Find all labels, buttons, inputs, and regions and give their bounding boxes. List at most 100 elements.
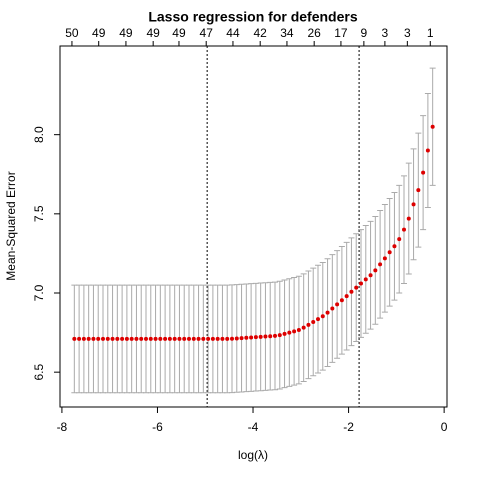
point — [301, 325, 306, 330]
point — [172, 336, 177, 341]
point — [201, 336, 206, 341]
point — [306, 322, 311, 327]
point — [249, 335, 254, 340]
point — [91, 336, 96, 341]
point — [425, 148, 430, 153]
point — [320, 314, 325, 319]
point — [115, 336, 120, 341]
top-tick-label: 47 — [200, 26, 214, 40]
point — [325, 310, 330, 315]
point — [344, 294, 349, 299]
x-tick-label: -2 — [343, 420, 354, 434]
point — [210, 336, 215, 341]
y-axis-label: Mean-Squared Error — [4, 171, 18, 280]
point — [167, 336, 172, 341]
point — [382, 256, 387, 261]
point — [187, 336, 191, 341]
top-tick-label: 34 — [280, 26, 294, 40]
point — [81, 336, 86, 341]
point — [296, 328, 301, 333]
point — [239, 336, 244, 341]
point — [105, 336, 110, 341]
point — [158, 336, 163, 341]
point — [134, 336, 139, 341]
point — [182, 336, 187, 341]
point — [273, 333, 277, 338]
top-tick-label: 49 — [92, 26, 106, 40]
point — [368, 273, 373, 278]
point — [392, 244, 397, 249]
point — [363, 277, 368, 282]
point — [124, 336, 129, 341]
point — [421, 170, 426, 175]
point — [148, 336, 153, 341]
point — [244, 335, 249, 340]
point — [316, 317, 320, 322]
point — [330, 306, 335, 311]
x-tick-label: -6 — [152, 420, 163, 434]
top-tick-label: 49 — [172, 26, 186, 40]
point — [234, 336, 239, 341]
point — [258, 334, 263, 339]
point — [397, 237, 402, 242]
point — [359, 281, 363, 286]
point — [268, 334, 273, 339]
point — [101, 336, 105, 341]
top-tick-label: 3 — [404, 26, 411, 40]
point — [349, 289, 354, 294]
top-tick-label: 44 — [226, 26, 240, 40]
top-tick-label: 3 — [382, 26, 389, 40]
point — [129, 336, 134, 341]
point — [120, 336, 125, 341]
point — [287, 330, 292, 335]
point — [191, 336, 196, 341]
point — [215, 336, 220, 341]
point — [387, 250, 392, 255]
point — [206, 336, 211, 341]
point — [86, 336, 91, 341]
point — [411, 202, 416, 207]
point — [406, 216, 411, 221]
point — [220, 336, 225, 341]
point — [311, 319, 316, 324]
top-tick-label: 9 — [361, 26, 368, 40]
x-tick-label: -8 — [57, 420, 68, 434]
point — [163, 336, 168, 341]
point — [177, 336, 182, 341]
point — [378, 262, 383, 267]
chart-title: Lasso regression for defenders — [148, 9, 358, 25]
top-tick-label: 42 — [254, 26, 268, 40]
point — [139, 336, 144, 341]
point — [282, 331, 287, 336]
y-tick-label: 6.5 — [32, 364, 46, 381]
point — [96, 336, 101, 341]
top-tick-label: 49 — [119, 26, 133, 40]
point — [292, 329, 297, 334]
top-tick-label: 26 — [307, 26, 321, 40]
point — [335, 302, 340, 307]
point — [416, 188, 421, 193]
point — [144, 336, 148, 341]
point — [230, 336, 234, 341]
point — [402, 227, 406, 232]
y-tick-label: 7.0 — [32, 284, 46, 301]
x-axis-label: log(λ) — [238, 448, 268, 462]
top-tick-label: 49 — [146, 26, 160, 40]
point — [153, 336, 158, 341]
top-tick-label: 1 — [427, 26, 434, 40]
point — [263, 334, 268, 339]
point — [339, 298, 344, 303]
point — [196, 336, 201, 341]
point — [373, 268, 378, 273]
x-tick-label: -4 — [248, 420, 259, 434]
point — [110, 336, 115, 341]
point — [277, 333, 282, 338]
point — [354, 285, 359, 290]
top-tick-label: 17 — [334, 26, 348, 40]
point — [430, 124, 435, 129]
point — [72, 336, 77, 341]
point — [77, 336, 82, 341]
point — [253, 335, 258, 340]
